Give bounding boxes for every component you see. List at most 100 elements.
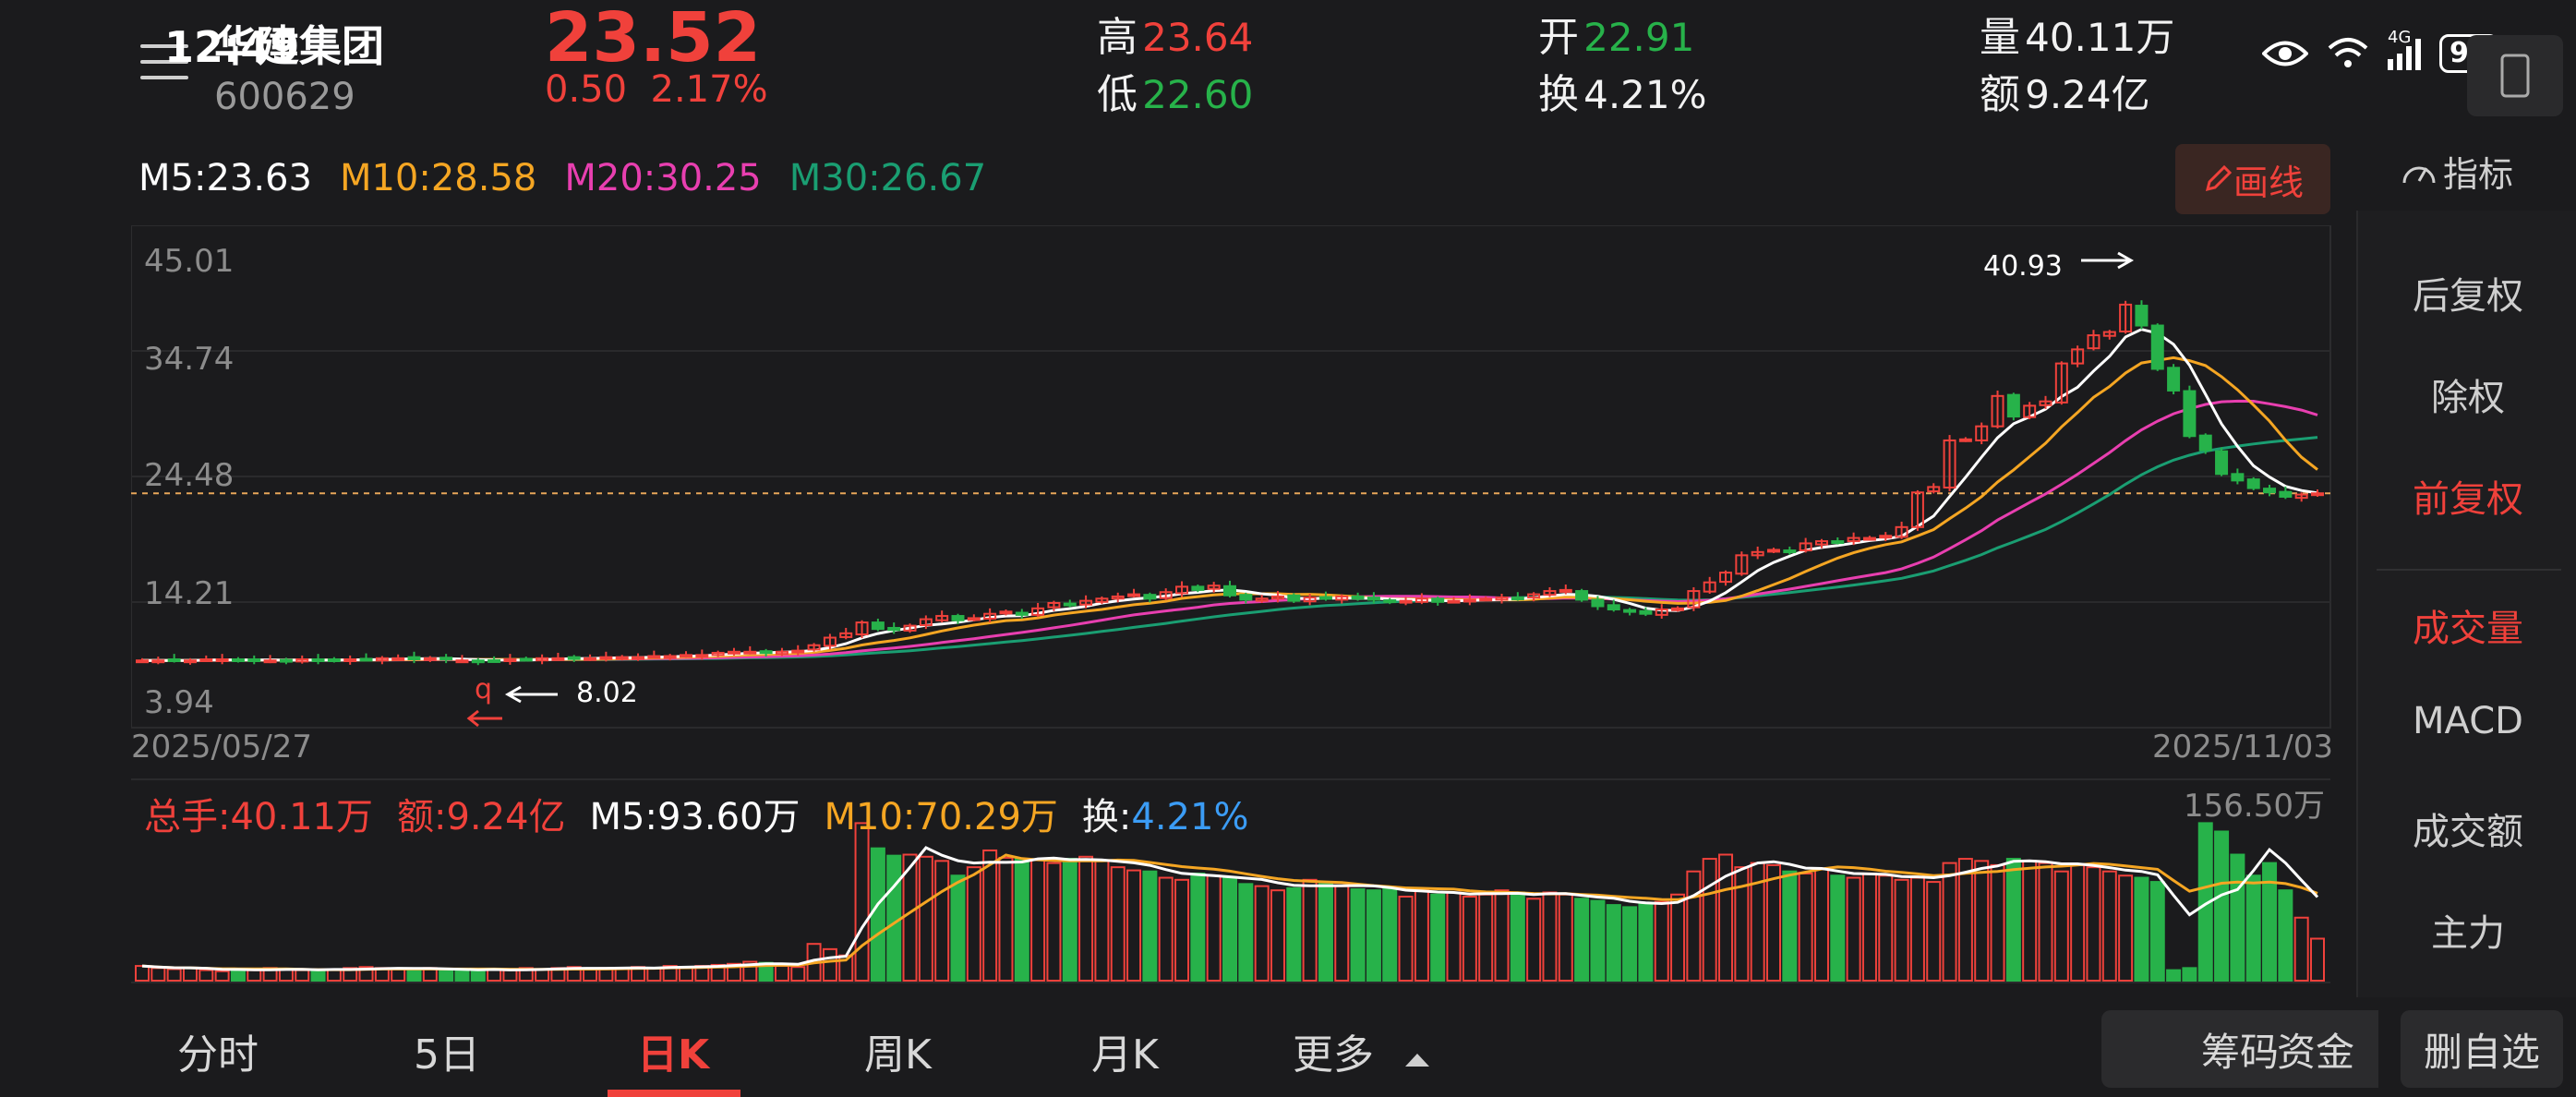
- rp-main-force[interactable]: 主力: [2431, 912, 2505, 955]
- volume-bar: [1382, 886, 1398, 982]
- chart-grid: [131, 225, 2331, 983]
- rp-back-adjust[interactable]: 后复权: [2413, 275, 2523, 318]
- candle: [1479, 597, 1493, 602]
- candle: [1814, 540, 1828, 546]
- candle: [1511, 597, 1524, 601]
- candles: [136, 300, 2324, 666]
- candle: [2294, 493, 2308, 500]
- fullscreen-button[interactable]: [2467, 35, 2563, 116]
- vol-total-label: 总手:40.11万: [144, 796, 373, 838]
- tab-more[interactable]: 更多: [1293, 1021, 1431, 1080]
- low-label: 低: [1097, 71, 1138, 118]
- candle: [2039, 400, 2052, 406]
- volume-bar: [2149, 881, 2165, 982]
- caret-up-icon: [1405, 1054, 1429, 1067]
- candle: [1831, 540, 1845, 545]
- candle: [1767, 548, 1780, 553]
- gauge-icon: [2402, 166, 2436, 183]
- volume-bar: [1990, 863, 2005, 982]
- candle: [423, 657, 437, 661]
- candle: [2198, 434, 2212, 452]
- tab-daily-k[interactable]: 日K: [637, 1031, 710, 1079]
- candle: [1255, 597, 1269, 602]
- candle: [519, 657, 533, 662]
- candle: [1847, 536, 1860, 543]
- volume-bar: [1957, 858, 1973, 982]
- candle: [1591, 598, 1605, 608]
- tab-monthly-k[interactable]: 月K: [1091, 1031, 1159, 1079]
- candle: [1175, 585, 1189, 595]
- tab-weekly-k[interactable]: 周K: [864, 1031, 932, 1079]
- volume-bar: [1094, 860, 1110, 982]
- candle: [919, 618, 933, 627]
- volume-bar: [1830, 874, 1846, 982]
- candle: [855, 621, 869, 636]
- volume-bar: [1718, 853, 1734, 982]
- draw-line-button[interactable]: 画线: [2175, 144, 2330, 214]
- volume-bar: [1494, 889, 1510, 982]
- candle: [1783, 549, 1797, 554]
- candle: [1671, 607, 1685, 611]
- candle: [407, 656, 421, 661]
- kline-chart[interactable]: 45.01 34.74 24.48 14.21 3.94 2025/05/27 …: [131, 225, 2338, 992]
- candle: [1927, 486, 1941, 493]
- volume-bars: [135, 822, 2325, 982]
- candle: [1575, 590, 1589, 601]
- volume-label: 量: [1980, 14, 2020, 61]
- candle: [1159, 591, 1173, 599]
- candle: [2231, 473, 2245, 482]
- y-tick-3: 14.21: [144, 575, 234, 612]
- quote-open: 开 22.91: [1538, 4, 1694, 63]
- rp-volume[interactable]: 成交量: [2413, 608, 2523, 650]
- candle: [2006, 393, 2020, 418]
- candle: [2279, 490, 2293, 498]
- indicator-button[interactable]: 指标: [2401, 146, 2513, 197]
- quote-amount: 额 9.24亿: [1980, 61, 2150, 120]
- low-value: 22.60: [1142, 72, 1254, 117]
- volume-bar: [646, 967, 662, 982]
- tab-intraday[interactable]: 分时: [177, 1031, 259, 1079]
- volume-bar: [1542, 891, 1558, 982]
- candle: [1607, 604, 1620, 611]
- menu-icon[interactable]: [140, 44, 188, 83]
- tab-5day[interactable]: 5日: [414, 1031, 480, 1079]
- candle: [151, 659, 165, 664]
- volume-bar: [1014, 858, 1029, 982]
- volume-bar: [950, 874, 966, 982]
- rp-ex-rights[interactable]: 除权: [2431, 377, 2505, 419]
- chips-button[interactable]: 筹码: [2101, 1010, 2378, 1088]
- volume-bar: [1574, 898, 1590, 982]
- volume-bar: [1766, 863, 1781, 982]
- volume-bar: [2166, 969, 2182, 982]
- volume-bar: [1702, 858, 1717, 982]
- draw-line-label: 画线: [2233, 162, 2304, 203]
- volume-bar: [199, 969, 214, 982]
- volume-bar: [1046, 862, 1062, 982]
- rp-forward-adjust[interactable]: 前复权: [2413, 478, 2523, 521]
- high-label: 高: [1097, 14, 1138, 61]
- rp-macd[interactable]: MACD: [2413, 700, 2523, 742]
- high-value: 23.64: [1142, 15, 1254, 60]
- candle: [599, 656, 613, 660]
- volume-bar: [454, 969, 470, 982]
- funds-button[interactable]: 资金: [2253, 1010, 2378, 1088]
- candle: [567, 656, 581, 660]
- volume-bar: [2038, 862, 2053, 982]
- candle: [1287, 594, 1301, 602]
- volume-bar: [934, 860, 950, 982]
- candle: [551, 657, 565, 661]
- tab-more-label: 更多: [1293, 1031, 1374, 1079]
- candle: [471, 659, 485, 664]
- candle: [1687, 590, 1701, 609]
- volume-bar: [854, 822, 870, 982]
- volume-bar: [886, 854, 902, 982]
- volume-legend: 总手:40.11万 额:9.24亿 M5:93.60万 M10:70.29万 换…: [144, 787, 1248, 840]
- volume-bar: [2005, 858, 2021, 982]
- volume-bar: [391, 968, 406, 982]
- candle: [791, 649, 805, 654]
- rp-amount[interactable]: 成交额: [2413, 811, 2523, 853]
- volume-bar: [1350, 888, 1366, 982]
- remove-watchlist-button[interactable]: 删自选: [2401, 1010, 2563, 1088]
- volume-bar: [918, 855, 933, 982]
- volume-bar: [214, 970, 230, 982]
